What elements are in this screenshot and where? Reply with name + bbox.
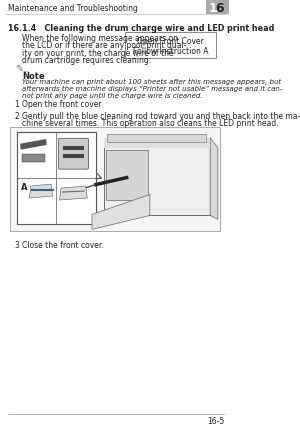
- Text: 16-5: 16-5: [207, 416, 224, 425]
- Text: drum cartridge requires cleaning.: drum cartridge requires cleaning.: [22, 55, 151, 65]
- Text: Note: Note: [22, 72, 45, 81]
- Text: 3: 3: [15, 241, 20, 250]
- Bar: [22, 154, 45, 162]
- Text: 2: 2: [15, 112, 20, 121]
- Bar: [63, 154, 84, 158]
- Polygon shape: [92, 195, 150, 230]
- Text: When the following message appears on: When the following message appears on: [22, 34, 178, 43]
- Text: 1: 1: [208, 2, 217, 15]
- Bar: [106, 150, 148, 200]
- FancyBboxPatch shape: [58, 139, 88, 170]
- Text: 6: 6: [215, 2, 224, 15]
- Bar: [125, 33, 216, 59]
- Text: the LCD or if there are any poor print qual-: the LCD or if there are any poor print q…: [22, 41, 186, 50]
- Bar: [206, 1, 230, 15]
- Polygon shape: [210, 138, 218, 220]
- Polygon shape: [103, 138, 210, 148]
- Bar: [10, 127, 220, 232]
- Text: Gently pull the blue cleaning rod toward you and then back into the ma-: Gently pull the blue cleaning rod toward…: [22, 112, 300, 121]
- Text: Your machine can print about 100 sheets after this message appears, but: Your machine can print about 100 sheets …: [22, 79, 282, 85]
- Text: chine several times. This operation also cleans the LED print head.: chine several times. This operation also…: [22, 119, 279, 128]
- Text: not print any page until the charge wire is cleaned.: not print any page until the charge wire…: [22, 92, 203, 98]
- Bar: [17, 132, 96, 225]
- Text: Follow Instruction A: Follow Instruction A: [133, 46, 208, 55]
- Bar: [107, 135, 206, 142]
- Bar: [103, 138, 210, 216]
- Text: ity on your print, the charge wire of the: ity on your print, the charge wire of th…: [22, 49, 173, 58]
- Text: ✎: ✎: [16, 64, 24, 74]
- Text: Maintenance and Troubleshooting: Maintenance and Troubleshooting: [8, 4, 138, 13]
- Bar: [20, 140, 47, 150]
- Text: ...: ...: [22, 65, 29, 74]
- Text: Open Front Cover: Open Front Cover: [137, 37, 204, 46]
- Text: afterwards the machine displays “Printer not usable” message and it can-: afterwards the machine displays “Printer…: [22, 86, 283, 92]
- Text: Close the front cover.: Close the front cover.: [22, 241, 104, 250]
- Polygon shape: [29, 184, 52, 199]
- Polygon shape: [59, 187, 87, 201]
- Text: A: A: [21, 183, 27, 192]
- Text: 16.1.4   Cleaning the drum charge wire and LED print head: 16.1.4 Cleaning the drum charge wire and…: [8, 24, 274, 33]
- Text: 1: 1: [15, 100, 20, 109]
- Bar: [63, 147, 84, 150]
- Text: Open the front cover.: Open the front cover.: [22, 100, 104, 109]
